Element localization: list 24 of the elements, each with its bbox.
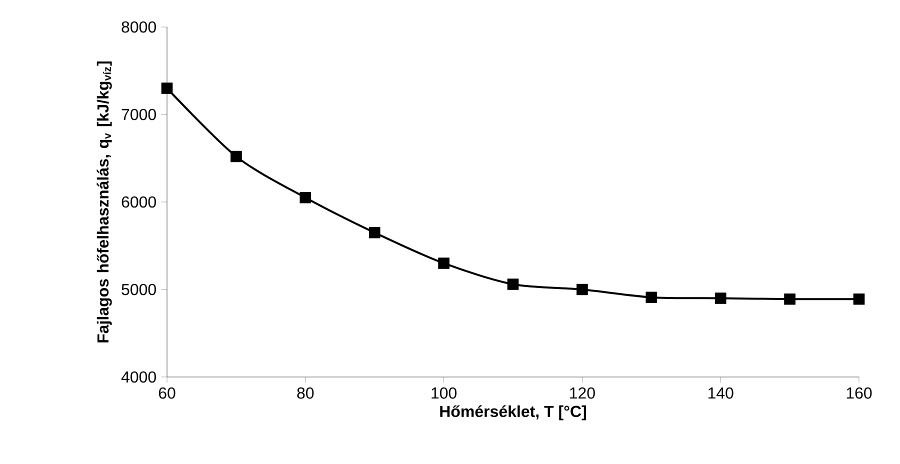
y-tick-label: 4000 <box>121 371 156 383</box>
point <box>438 258 450 269</box>
point <box>300 192 312 204</box>
x-tick-label: 140 <box>708 387 734 399</box>
point <box>576 284 588 296</box>
y-tick-label: 6000 <box>122 196 156 208</box>
point <box>507 278 519 290</box>
y-axis-title: Fajlagos hőfelhasználás, q$_{v}$ [kJ/kg$_{víz}$] <box>96 61 112 342</box>
point <box>230 150 242 162</box>
point <box>784 293 796 305</box>
point <box>646 292 658 304</box>
y-tick-label: 5000 <box>122 284 156 296</box>
x-axis-title: Hőmérséklet, T [°C] <box>440 405 586 420</box>
x-tick-label: 160 <box>846 387 872 399</box>
y-tick-label: 7000 <box>122 108 156 120</box>
x-tick-label: 120 <box>570 387 595 399</box>
x-tick-label: 60 <box>158 387 176 399</box>
point <box>853 293 865 305</box>
point <box>714 292 726 304</box>
x-tick-label: 100 <box>432 387 457 399</box>
point <box>368 226 380 238</box>
point <box>161 82 173 94</box>
y-tick-label: 8000 <box>122 21 156 33</box>
x-tick-label: 80 <box>297 387 314 399</box>
